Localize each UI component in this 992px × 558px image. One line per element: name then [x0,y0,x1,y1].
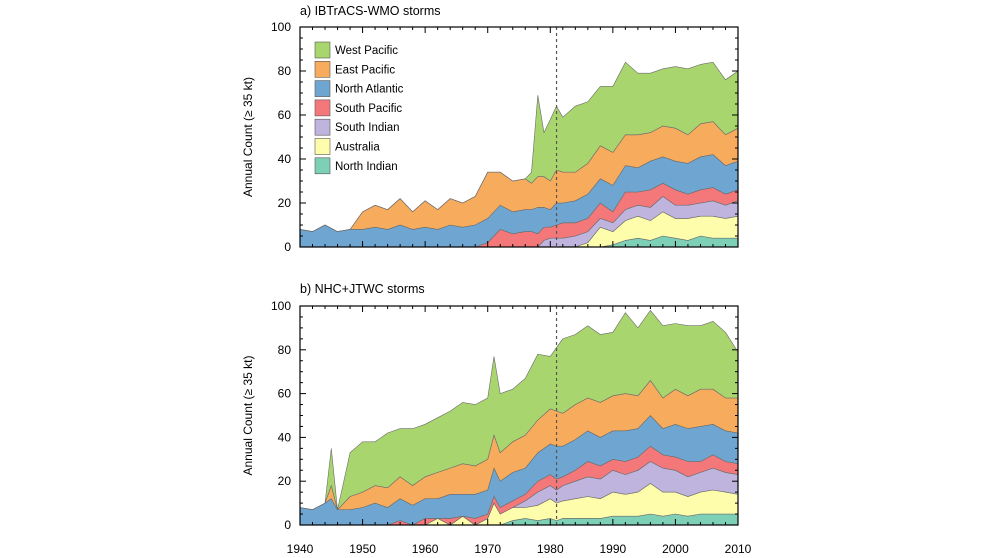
legend-label: West Pacific [335,45,398,57]
y-tick-label: 0 [284,240,291,254]
y-tick-label: 20 [278,196,292,210]
legend-swatch [314,60,331,78]
legend-label: North Atlantic [335,84,404,96]
legend: West Pacific East Pacific North Atlantic So… [314,41,404,175]
legend-swatch [314,80,331,97]
y-tick-label: 40 [278,152,292,166]
legend-swatch [314,118,331,136]
y-tick-label: 0 [284,518,291,532]
chart-panel-b: 0 20 40 60 80 100 1940 1950 1960 1970 1980 1990 2000… [241,282,752,556]
legend-label: South Pacific [335,103,402,115]
y-tick-label: 20 [278,474,292,488]
legend-label: North Indian [335,161,398,173]
legend-label: South Indian [335,122,400,134]
y-tick-label: 100 [271,20,291,34]
x-tick-label: 1970 [474,542,501,556]
y-tick-label: 60 [278,387,292,401]
x-tick-label: 2010 [725,542,752,556]
y-tick-label: 60 [278,108,292,122]
legend-swatch [314,138,331,155]
legend-label: Australia [335,142,380,154]
y-tick-label: 40 [278,430,292,444]
x-tick-label: 1980 [537,542,564,556]
legend-swatch [314,157,331,175]
y-axis-label: Annual Count (≥ 35 kt) [241,356,255,476]
x-tick-label: 1950 [349,542,376,556]
chart-title: a) IBTrACS-WMO storms [300,4,441,18]
x-tick-label: 1960 [412,542,439,556]
y-tick-label: 80 [278,343,292,357]
x-tick-label: 1990 [600,542,627,556]
chart-title: b) NHC+JTWC storms [300,282,425,296]
y-axis-label: Annual Count (≥ 35 kt) [241,77,255,197]
chart-panel-a: 0 20 40 60 80 100 Annual Count (≥ 35 kt) a) IBT… [241,4,739,254]
x-tick-label: 1940 [287,542,314,556]
legend-swatch [314,99,331,117]
y-tick-label: 80 [278,64,292,78]
legend-swatch [314,41,331,59]
x-tick-label: 2000 [662,542,689,556]
y-tick-label: 100 [271,299,291,313]
legend-label: East Pacific [335,64,395,76]
